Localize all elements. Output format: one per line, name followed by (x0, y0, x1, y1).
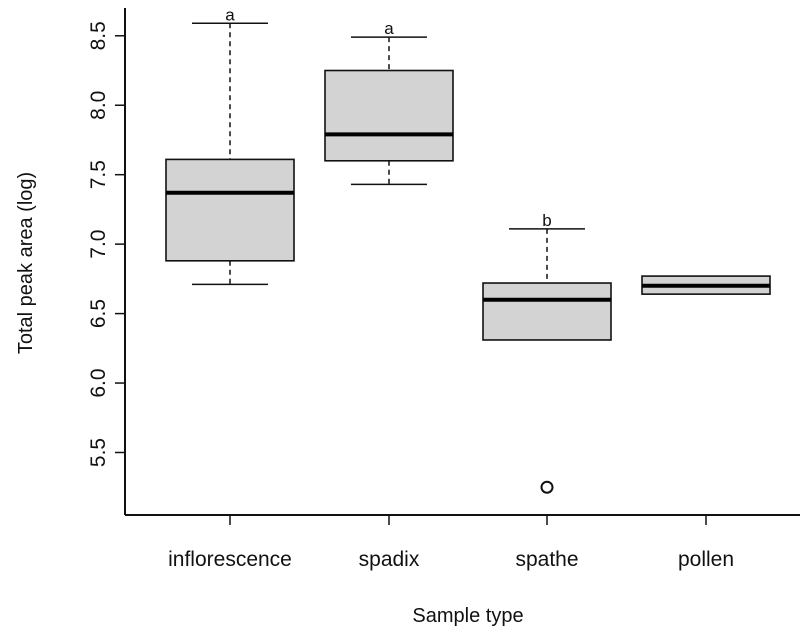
x-tick-label: spadix (359, 548, 420, 571)
group-letter: b (542, 211, 551, 230)
box-spadix (325, 71, 453, 161)
x-tick-label: inflorescence (168, 548, 292, 571)
plot-area: 5.5 6.0 6.5 7.0 7.5 8.0 8.5 inflorescence spadix… (87, 5, 800, 571)
group-letter: a (225, 5, 235, 24)
x-tick-label: spathe (515, 548, 578, 571)
group-letter: a (384, 19, 394, 38)
x-tick-label: pollen (678, 548, 734, 571)
y-tick-label: 6.0 (87, 368, 110, 397)
x-axis-title: Sample type (412, 605, 523, 627)
y-tick-label: 7.5 (87, 160, 110, 189)
y-tick-label: 5.5 (87, 438, 110, 467)
y-tick-label: 8.5 (87, 21, 110, 50)
y-tick-label: 6.5 (87, 299, 110, 328)
box-spathe (483, 283, 611, 340)
box-inflorescence (166, 159, 294, 260)
y-tick-label: 8.0 (87, 91, 110, 120)
outlier-point (542, 482, 553, 493)
y-tick-label: 7.0 (87, 230, 110, 259)
y-axis-title: Total peak area (log) (15, 172, 37, 354)
